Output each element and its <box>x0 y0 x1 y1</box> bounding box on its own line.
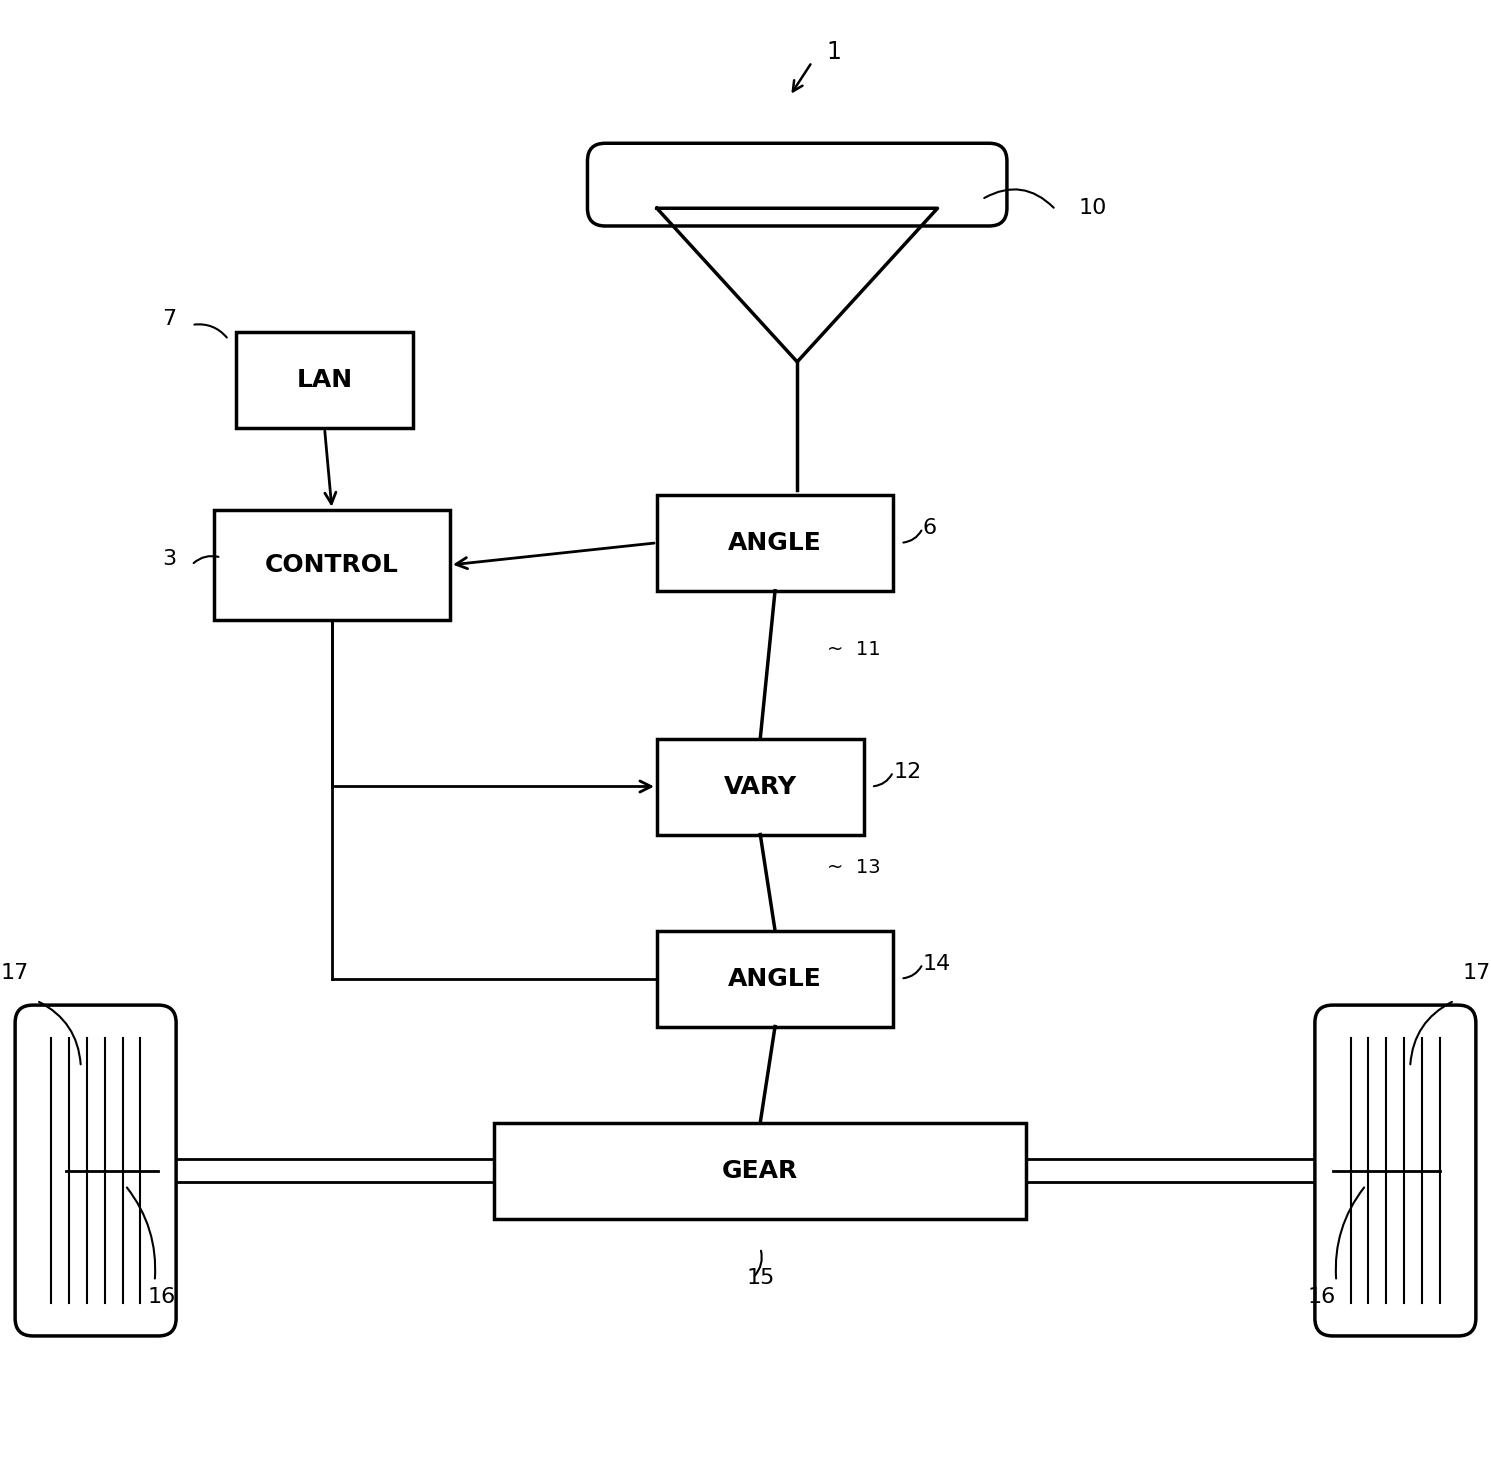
Text: ANGLE: ANGLE <box>728 530 822 555</box>
Text: 1: 1 <box>826 40 841 64</box>
Text: 17: 17 <box>0 963 28 982</box>
Text: 14: 14 <box>923 954 951 973</box>
Text: 17: 17 <box>1463 963 1491 982</box>
FancyBboxPatch shape <box>1315 1004 1476 1335</box>
FancyBboxPatch shape <box>658 931 893 1027</box>
FancyBboxPatch shape <box>15 1004 176 1335</box>
FancyBboxPatch shape <box>236 332 413 428</box>
Text: VARY: VARY <box>723 774 796 799</box>
Text: 16: 16 <box>1308 1288 1336 1307</box>
Text: 10: 10 <box>1078 198 1106 219</box>
Text: ANGLE: ANGLE <box>728 966 822 991</box>
FancyBboxPatch shape <box>213 510 450 620</box>
Text: 16: 16 <box>148 1288 176 1307</box>
FancyBboxPatch shape <box>658 495 893 591</box>
Text: GEAR: GEAR <box>722 1158 798 1183</box>
Text: 3: 3 <box>163 549 176 569</box>
Text: ~  11: ~ 11 <box>826 641 880 659</box>
Text: CONTROL: CONTROL <box>265 552 400 578</box>
Text: ~  13: ~ 13 <box>826 858 880 877</box>
FancyBboxPatch shape <box>658 738 863 835</box>
FancyBboxPatch shape <box>495 1123 1026 1219</box>
Text: 7: 7 <box>163 309 176 329</box>
Text: 6: 6 <box>923 518 936 538</box>
FancyBboxPatch shape <box>587 143 1006 226</box>
Text: 12: 12 <box>893 762 921 781</box>
Text: 15: 15 <box>746 1267 774 1288</box>
Text: LAN: LAN <box>297 368 352 393</box>
